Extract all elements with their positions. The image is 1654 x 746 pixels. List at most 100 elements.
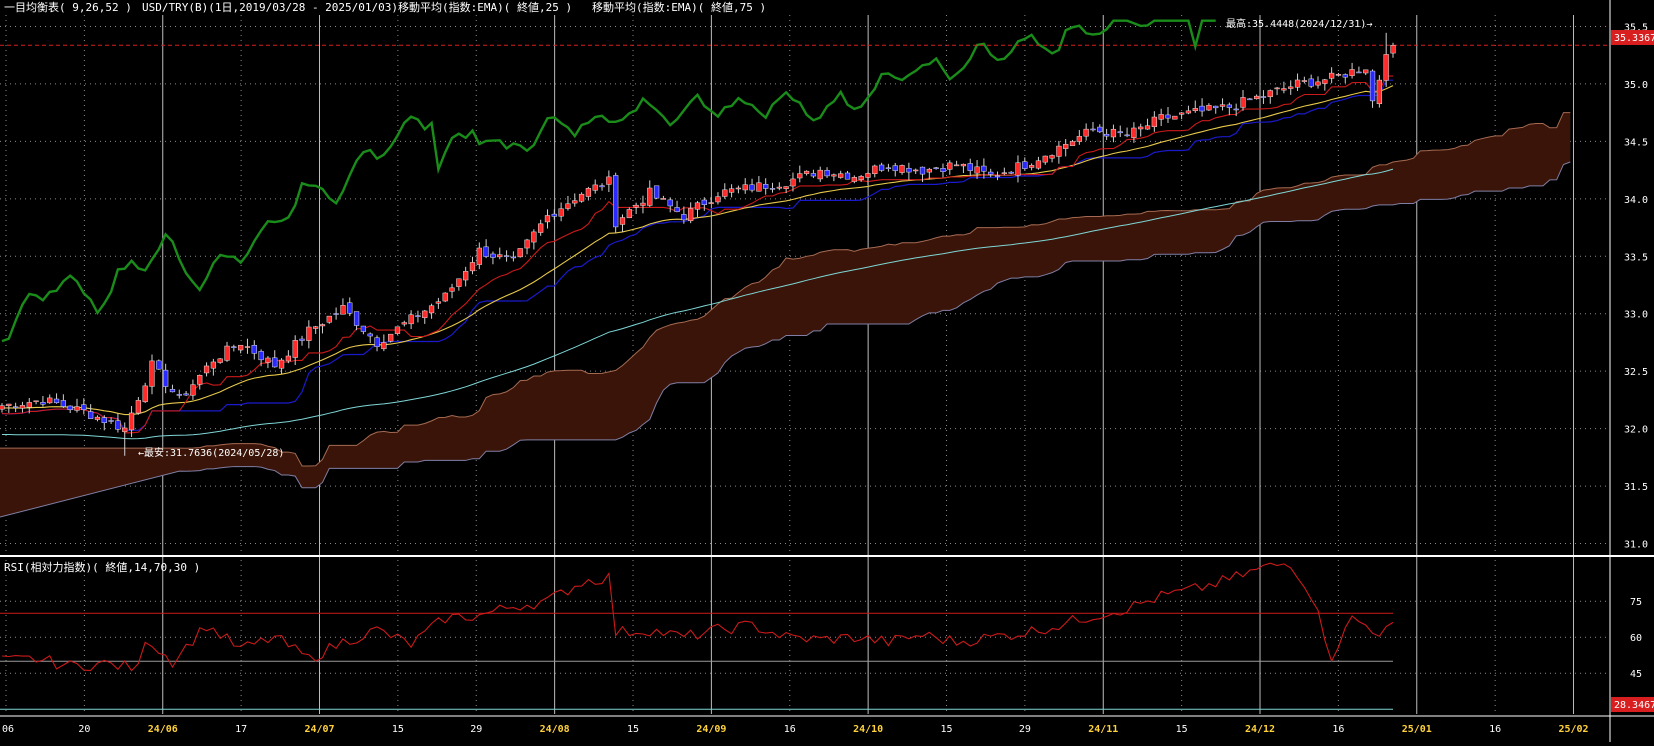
current-price-tag: 35.3367 [1614,33,1654,44]
time-tick-label: 16 [784,724,796,735]
candle-body [701,199,707,205]
candle-body [797,173,803,179]
candlesticks [0,32,1396,456]
ichimoku-cloud [0,112,1571,518]
candle-body [1076,136,1082,142]
candle-body [1172,115,1178,120]
candle-body [381,342,387,350]
candle-body [1328,72,1335,79]
candle-body [26,402,32,408]
candle-body [1165,114,1171,119]
candle-body [1315,81,1321,86]
candle-body [1219,104,1226,107]
candle-body [490,253,496,258]
candle-body [1294,79,1301,88]
candle-body [197,374,203,385]
candle-body [217,358,223,363]
price-tick-label: 33.5 [1624,252,1648,263]
ema75-line [2,168,1394,440]
current-price-tag-bg [1611,30,1654,45]
price-tick-label: 35.5 [1624,22,1648,33]
candle-body [872,165,878,175]
candle-body [742,184,748,191]
candle-body [994,175,1001,177]
candle-body [203,365,210,374]
candle-body [176,394,182,396]
candle-body [163,369,169,387]
candle-body [108,420,114,422]
time-tick-label: 16 [1332,724,1344,735]
candle-body [333,313,339,315]
candle-body [926,168,932,173]
candle-body [1274,87,1280,90]
rsi-tick-label: 75 [1630,597,1642,608]
candle-body [1042,155,1048,163]
candle-body [653,185,660,199]
candle-body [1260,96,1267,98]
candle-body [408,314,414,325]
candle-body [88,411,94,419]
candle-body [1383,54,1389,81]
candle-body [299,338,305,341]
candle-body [353,311,360,326]
time-tick-label: 24/09 [696,724,726,735]
candle-body [831,174,837,177]
chikou-span-line [1,19,1216,343]
candle-body [953,164,960,167]
candle-body [613,175,619,228]
candle-body [565,203,571,209]
candle-body [981,165,987,172]
low-annotation: ←最安:31.7636(2024/05/28) [138,446,284,459]
candle-body [544,215,551,223]
candle-body [497,254,503,258]
candle-body [749,184,755,191]
candle-body [817,169,823,180]
candle-body [285,355,292,362]
candle-body [756,182,762,192]
candle-body [858,176,864,180]
candle-body [360,325,367,332]
candle-body [578,193,585,202]
time-tick-label: 15 [1176,724,1188,735]
candle-body [606,176,612,185]
candle-body [231,346,237,348]
candle-body [1022,161,1028,169]
candle-body [1301,80,1307,82]
candle-body [776,186,782,189]
candle-body [1083,128,1089,137]
candle-body [1185,110,1192,114]
candle-body [340,305,346,315]
candle-body [442,292,448,302]
candle-body [967,163,973,171]
candle-body [681,214,687,221]
rsi-tick-label: 45 [1630,669,1642,680]
time-tick-label: 17 [235,724,247,735]
candle-body [1233,108,1239,111]
candle-body [81,404,87,411]
candle-body [899,165,905,173]
ema75-legend: 移動平均(指数:EMA)( 終値,75 ) [592,0,766,14]
candle-body [347,302,353,314]
candle-body [13,406,19,408]
candle-body [60,400,67,407]
time-tick-label: 15 [627,724,639,735]
candle-body [1008,171,1014,174]
candle-body [183,393,189,396]
candle-body [974,166,980,174]
candle-body [735,187,742,190]
candle-body [810,173,817,177]
candle-body [0,405,5,410]
candle-body [456,278,462,287]
time-tick-label: 16 [1489,724,1501,735]
candle-body [572,200,578,204]
candle-body [619,217,626,225]
candle-body [278,359,285,369]
price-tick-label: 32.5 [1624,367,1648,378]
time-tick-label: 24/06 [148,724,178,735]
rsi-value-tag: 28.3467 [1614,700,1654,711]
rsi-tick-label: 60 [1630,633,1642,644]
candle-body [1028,165,1035,168]
candle-body [374,337,380,347]
